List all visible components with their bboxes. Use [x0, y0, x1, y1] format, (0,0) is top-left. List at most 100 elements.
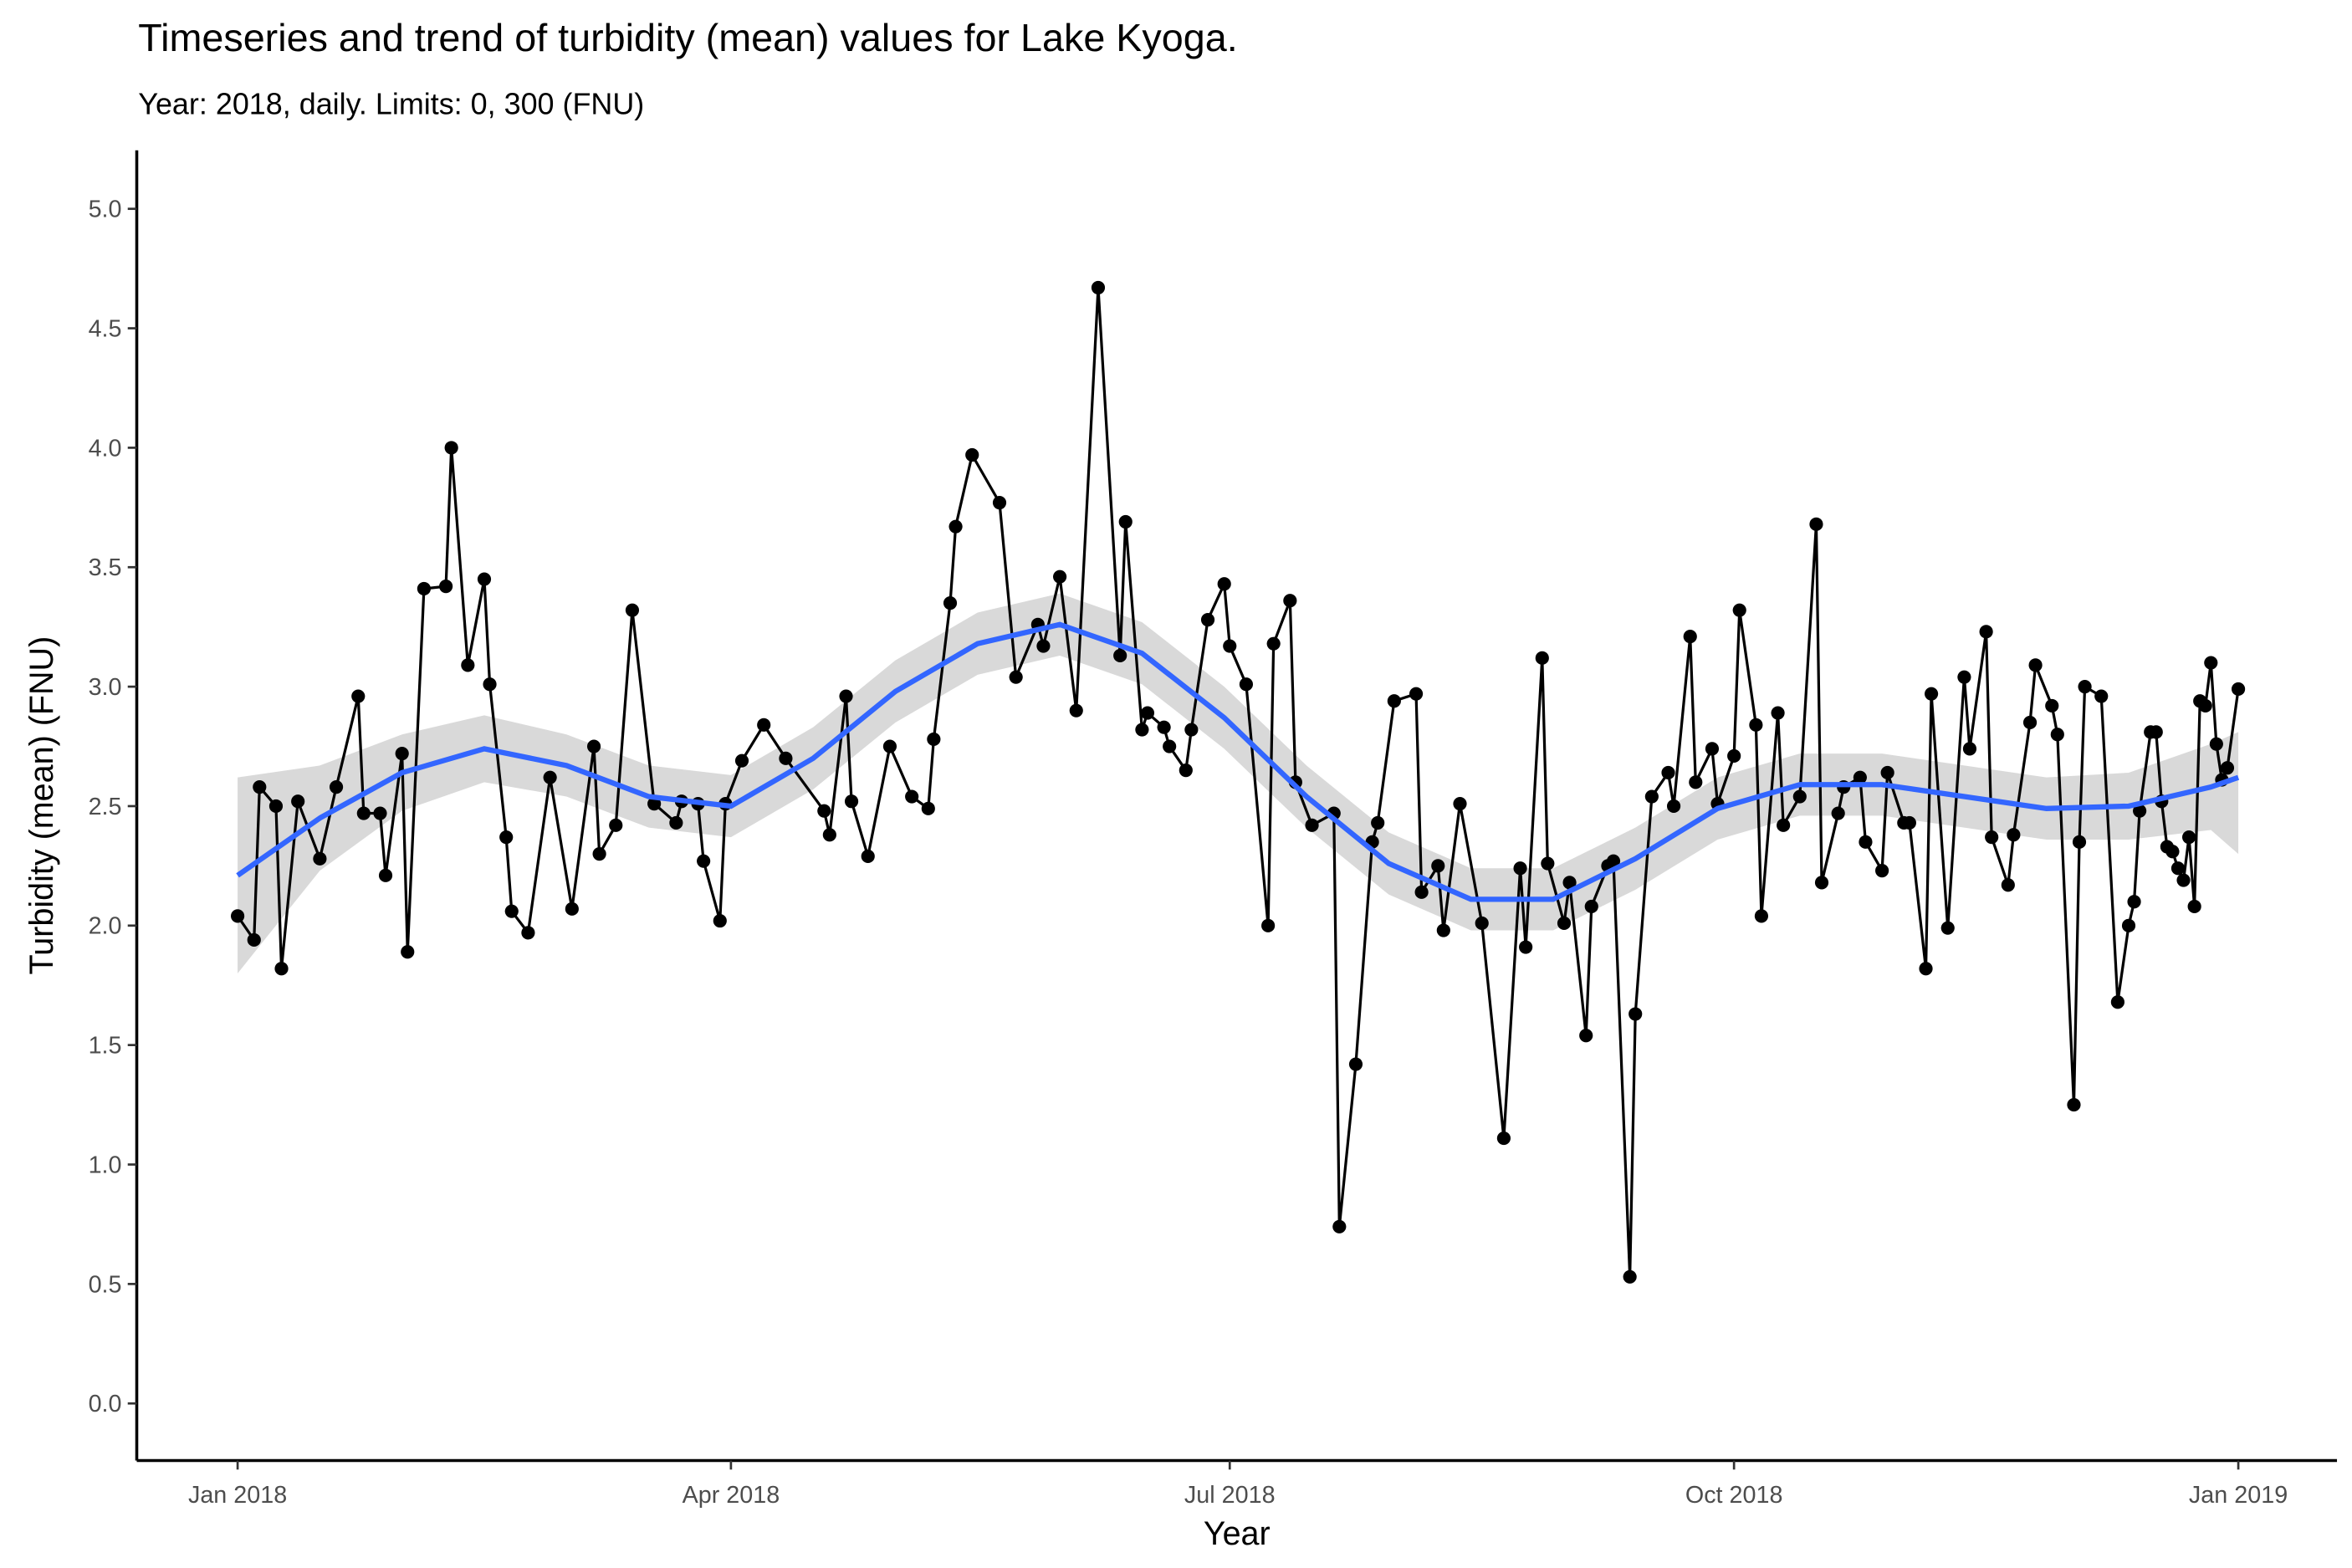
data-point: [1519, 940, 1533, 954]
data-point: [1163, 739, 1177, 753]
data-point: [844, 794, 859, 809]
data-point: [1239, 677, 1253, 692]
data-point: [1371, 815, 1385, 830]
data-point: [1118, 514, 1133, 529]
data-point: [1261, 918, 1276, 932]
data-point: [1283, 594, 1297, 608]
data-point: [2170, 861, 2186, 876]
data-point: [2204, 656, 2218, 670]
data-point: [1689, 775, 1703, 789]
data-point: [499, 830, 514, 845]
data-point: [1348, 1057, 1363, 1071]
data-point: [1623, 1269, 1637, 1284]
y-tick-label: 2.0: [89, 913, 122, 940]
data-point: [268, 799, 284, 814]
data-point: [1880, 765, 1894, 780]
data-point: [965, 447, 979, 462]
chart-title: Timeseries and trend of turbidity (mean)…: [138, 16, 1237, 59]
data-point: [2209, 737, 2223, 751]
data-point: [948, 519, 963, 534]
data-point: [378, 868, 393, 882]
data-point: [2231, 682, 2246, 697]
data-point: [1053, 569, 1067, 584]
data-point: [1562, 876, 1577, 890]
data-point: [1436, 923, 1450, 937]
data-point: [2220, 761, 2235, 775]
data-point: [1009, 670, 1023, 684]
y-tick-label: 4.0: [89, 435, 122, 462]
data-point: [1629, 1007, 1643, 1021]
data-point: [2127, 895, 2141, 909]
data-point: [1831, 806, 1845, 820]
data-point: [1475, 916, 1489, 931]
data-point: [1179, 764, 1193, 778]
data-point: [2007, 828, 2021, 842]
data-point: [401, 945, 415, 959]
data-point: [1217, 577, 1231, 591]
data-point: [1859, 835, 1873, 849]
data-point: [669, 815, 683, 830]
data-point: [1979, 625, 1993, 639]
data-point: [586, 739, 601, 753]
data-point: [483, 677, 497, 692]
data-point: [1113, 648, 1127, 663]
data-point: [2133, 804, 2147, 818]
data-point: [2045, 698, 2059, 713]
data-point: [1777, 818, 1791, 832]
trend-line: [236, 621, 2240, 902]
data-point: [351, 689, 366, 703]
data-point: [2176, 873, 2191, 887]
data-point: [592, 847, 606, 861]
data-point: [1809, 517, 1823, 531]
data-point: [921, 801, 935, 815]
data-point: [1957, 670, 1971, 684]
data-point: [2110, 995, 2124, 1009]
data-point: [861, 849, 875, 864]
data-point: [543, 770, 557, 784]
data-point: [1541, 856, 1555, 871]
data-point: [1924, 687, 1939, 701]
data-point: [444, 441, 458, 455]
data-point: [625, 603, 640, 617]
data-point: [1727, 748, 1741, 764]
data-point: [1661, 765, 1675, 780]
data-point: [1584, 899, 1598, 914]
y-tick-label: 3.5: [89, 554, 122, 581]
data-point: [1409, 687, 1424, 701]
data-point: [1902, 815, 1916, 830]
data-point: [477, 572, 492, 586]
data-point: [1184, 723, 1199, 737]
data-point: [779, 751, 793, 765]
data-point: [1579, 1029, 1593, 1043]
data-point: [231, 909, 245, 923]
data-point: [1792, 789, 1807, 804]
chart-subtitle: Year: 2018, daily. Limits: 0, 300 (FNU): [138, 87, 644, 121]
y-tick-label: 3.0: [89, 674, 122, 701]
y-tick-label: 0.5: [89, 1271, 122, 1298]
data-point: [1157, 720, 1171, 734]
data-point: [609, 818, 623, 832]
data-point: [291, 794, 305, 809]
data-point: [697, 854, 711, 868]
data-point: [2001, 878, 2015, 892]
data-point: [713, 914, 727, 928]
data-point: [2072, 835, 2087, 849]
data-point: [1606, 854, 1621, 868]
data-point: [1535, 651, 1549, 665]
data-point: [1919, 962, 1933, 976]
data-point: [1496, 1131, 1511, 1146]
x-tick-label: Oct 2018: [1685, 1482, 1783, 1509]
data-point: [839, 689, 853, 703]
data-point: [373, 806, 387, 820]
y-tick-label: 1.0: [89, 1152, 122, 1178]
data-point: [1036, 639, 1051, 653]
data-point: [274, 962, 289, 976]
data-point: [734, 753, 749, 768]
y-tick-label: 4.5: [89, 315, 122, 342]
data-point: [1666, 799, 1681, 814]
data-point: [1091, 280, 1106, 295]
data-point: [1200, 613, 1215, 627]
data-point: [1387, 694, 1401, 708]
data-point: [905, 789, 919, 804]
data-point: [439, 580, 453, 594]
